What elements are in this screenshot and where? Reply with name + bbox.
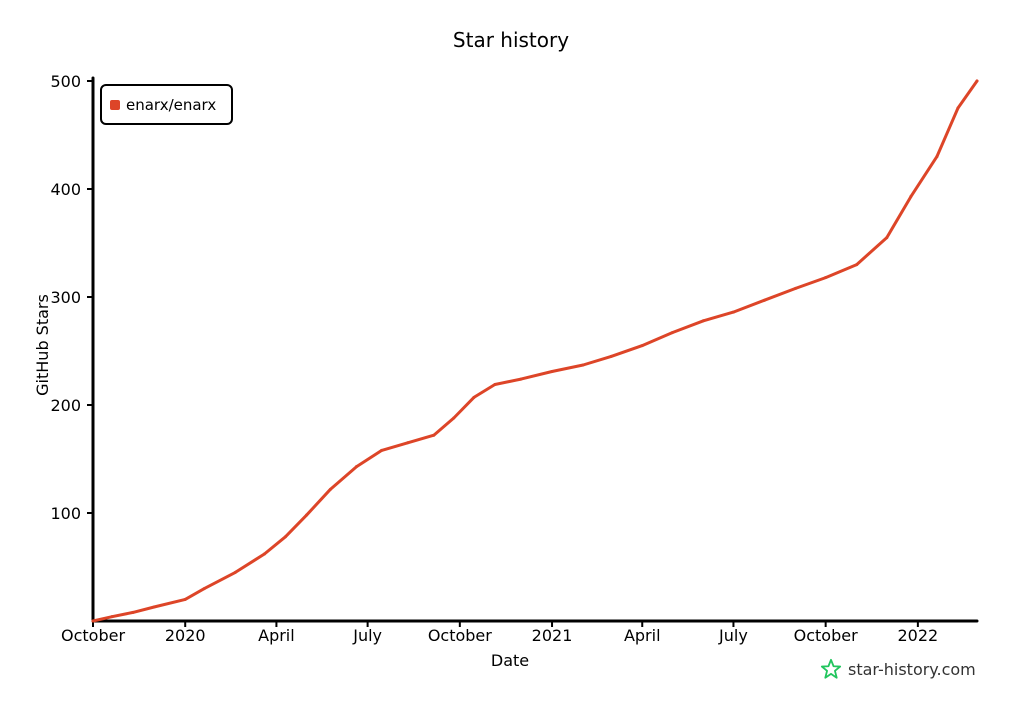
data-point [152, 605, 156, 609]
data-point [609, 354, 613, 358]
data-point [763, 298, 767, 302]
data-point [432, 433, 436, 437]
legend-label: enarx/enarx [126, 96, 216, 114]
watermark[interactable]: star-history.com [820, 658, 976, 680]
x-tick-label: October [428, 626, 492, 645]
data-point [355, 465, 359, 469]
legend: enarx/enarx [100, 84, 233, 125]
data-point [380, 448, 384, 452]
y-tick-label: 100 [50, 504, 81, 523]
data-point [233, 570, 237, 574]
x-tick-label: 2022 [898, 626, 939, 645]
data-point [452, 416, 456, 420]
data-point [110, 615, 114, 619]
x-tick-label: April [624, 626, 661, 645]
data-point [935, 155, 939, 159]
series-line [91, 79, 979, 623]
data-point [493, 382, 497, 386]
x-tick-label: October [61, 626, 125, 645]
watermark-text: star-history.com [848, 659, 976, 679]
data-point [406, 441, 410, 445]
data-point [329, 487, 333, 491]
x-tick-label: 2021 [532, 626, 573, 645]
data-point [885, 236, 889, 240]
y-axis-label: GitHub Stars [33, 294, 52, 396]
data-point [202, 587, 206, 591]
data-point [701, 319, 705, 323]
data-point [262, 552, 266, 556]
data-point [670, 331, 674, 335]
legend-box [100, 84, 233, 125]
data-point [519, 377, 523, 381]
data-point [640, 344, 644, 348]
y-tick-label: 200 [50, 396, 81, 415]
data-point [909, 195, 913, 199]
x-ticks: October 2020 April July October 2021 April July… [61, 621, 938, 645]
chart-title: Star history [453, 28, 569, 52]
data-point [550, 370, 554, 374]
data-point [283, 535, 287, 539]
data-point [731, 310, 735, 314]
y-tick-label: 500 [50, 72, 81, 91]
data-point [824, 276, 828, 280]
legend-swatch [110, 100, 120, 110]
data-point [956, 106, 960, 110]
data-point [304, 513, 308, 517]
x-tick-label: 2020 [165, 626, 206, 645]
x-tick-label: July [352, 626, 382, 645]
data-point [131, 610, 135, 614]
x-tick-label: October [794, 626, 858, 645]
data-point [975, 79, 979, 83]
x-tick-label: July [718, 626, 748, 645]
series-layer [91, 79, 979, 623]
star-icon [820, 658, 842, 679]
y-tick-label: 400 [50, 180, 81, 199]
data-point [91, 619, 95, 623]
data-point [794, 286, 798, 290]
y-ticks: 100 200 300 400 500 [50, 72, 93, 523]
x-tick-label: April [258, 626, 295, 645]
data-point [855, 263, 859, 267]
x-axis-label: Date [491, 651, 529, 670]
data-point [472, 395, 476, 399]
axes [91, 76, 979, 623]
data-point [183, 597, 187, 601]
data-point [581, 363, 585, 367]
y-tick-label: 300 [50, 288, 81, 307]
